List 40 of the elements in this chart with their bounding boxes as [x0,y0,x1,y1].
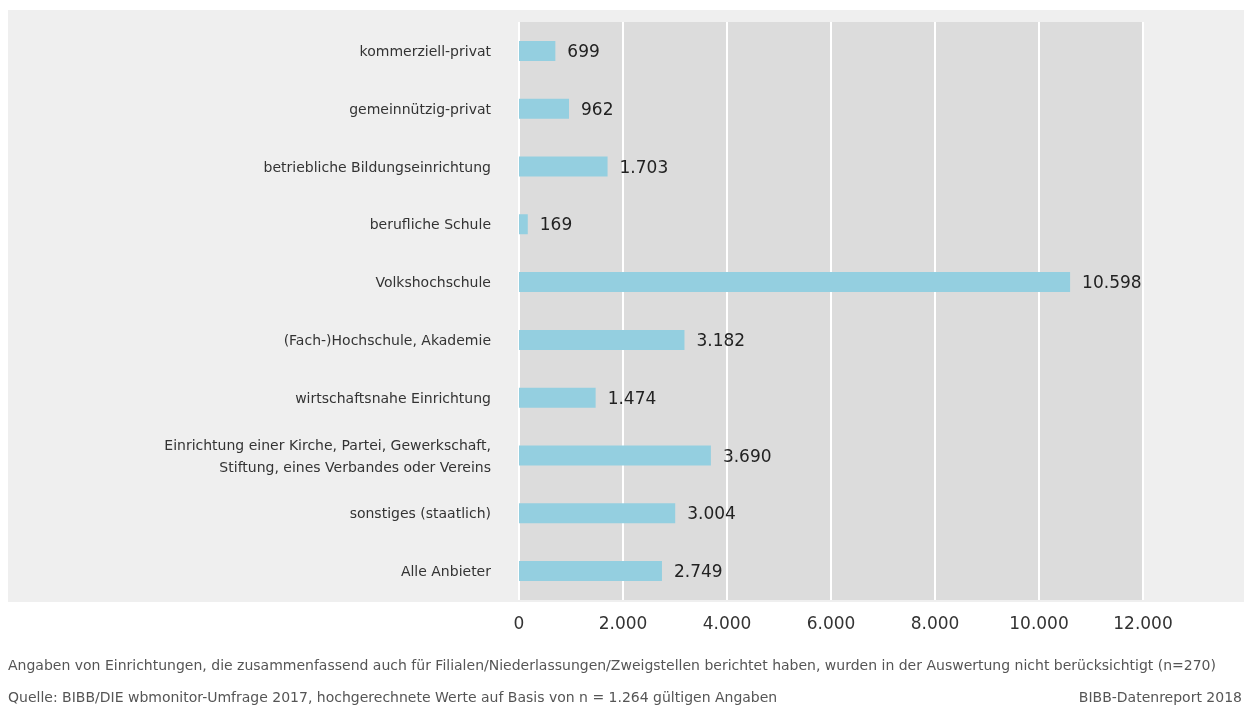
y-tick-label: sonstiges (staatlich) [349,505,491,522]
data-label: 1.703 [619,156,669,177]
y-tick-label: Volkshochschule [375,274,491,291]
text: Angaben von Einrichtungen, die zusammenfassend auch für Filialen/Niederlassungen/Zweigstellen berichtet haben, wurden in der Auswertung nicht berücksichtigt (n=270) [8,657,1216,673]
data-label: 2.749 [673,561,723,582]
source-note: Quelle: BIBB/DIE wbmonitor-Umfrage 2017, hochgerechnete Werte auf Basis von n = 1.264 gültigen Angaben [8,689,778,705]
data-label: 3.004 [687,503,736,524]
bar [519,98,570,119]
data-label: 3.690 [722,445,772,466]
bar [519,214,528,235]
x-tick-label: 10.000 [1009,612,1069,633]
data-label: 3.182 [696,329,746,350]
y-tick-label: betriebliche Bildungseinrichtung [263,158,491,175]
x-tick-label: 0 [513,612,525,633]
bar [519,40,556,61]
y-tick-label: gemeinnützig-privat [349,100,492,117]
y-tick-label: wirtschaftsnahe Einrichtung [295,389,491,406]
bar [519,272,1071,293]
y-tick-label: Alle Anbieter [400,563,492,580]
y-tick-label: Einrichtung einer Kirche, Partei, Gewerkschaft, Stiftung, eines Verbandes oder Vereins [164,436,491,475]
bar [519,156,608,177]
y-tick-label: kommerziell-privat [359,42,492,59]
x-tick-label: 4.000 [702,612,752,633]
x-tick-label: 2.000 [598,612,648,633]
y-tick-label: (Fach-)Hochschule, Akademie [283,331,491,348]
bar [519,329,685,350]
x-tick-label: 6.000 [806,612,856,633]
bar [519,503,676,524]
data-label: 169 [539,214,573,235]
text: BIBB-Datenreport 2018 [1078,689,1242,705]
bar [519,445,711,466]
data-label: 699 [567,40,600,61]
y-tick-label: berufliche Schule [369,216,491,233]
data-label: 10.598 [1082,272,1142,293]
x-tick-label: 12.000 [1113,612,1173,633]
bar [519,387,596,408]
data-label: 1.474 [607,387,657,408]
data-label: 962 [581,98,614,119]
bar [519,561,662,582]
x-tick-label: 8.000 [910,612,960,633]
